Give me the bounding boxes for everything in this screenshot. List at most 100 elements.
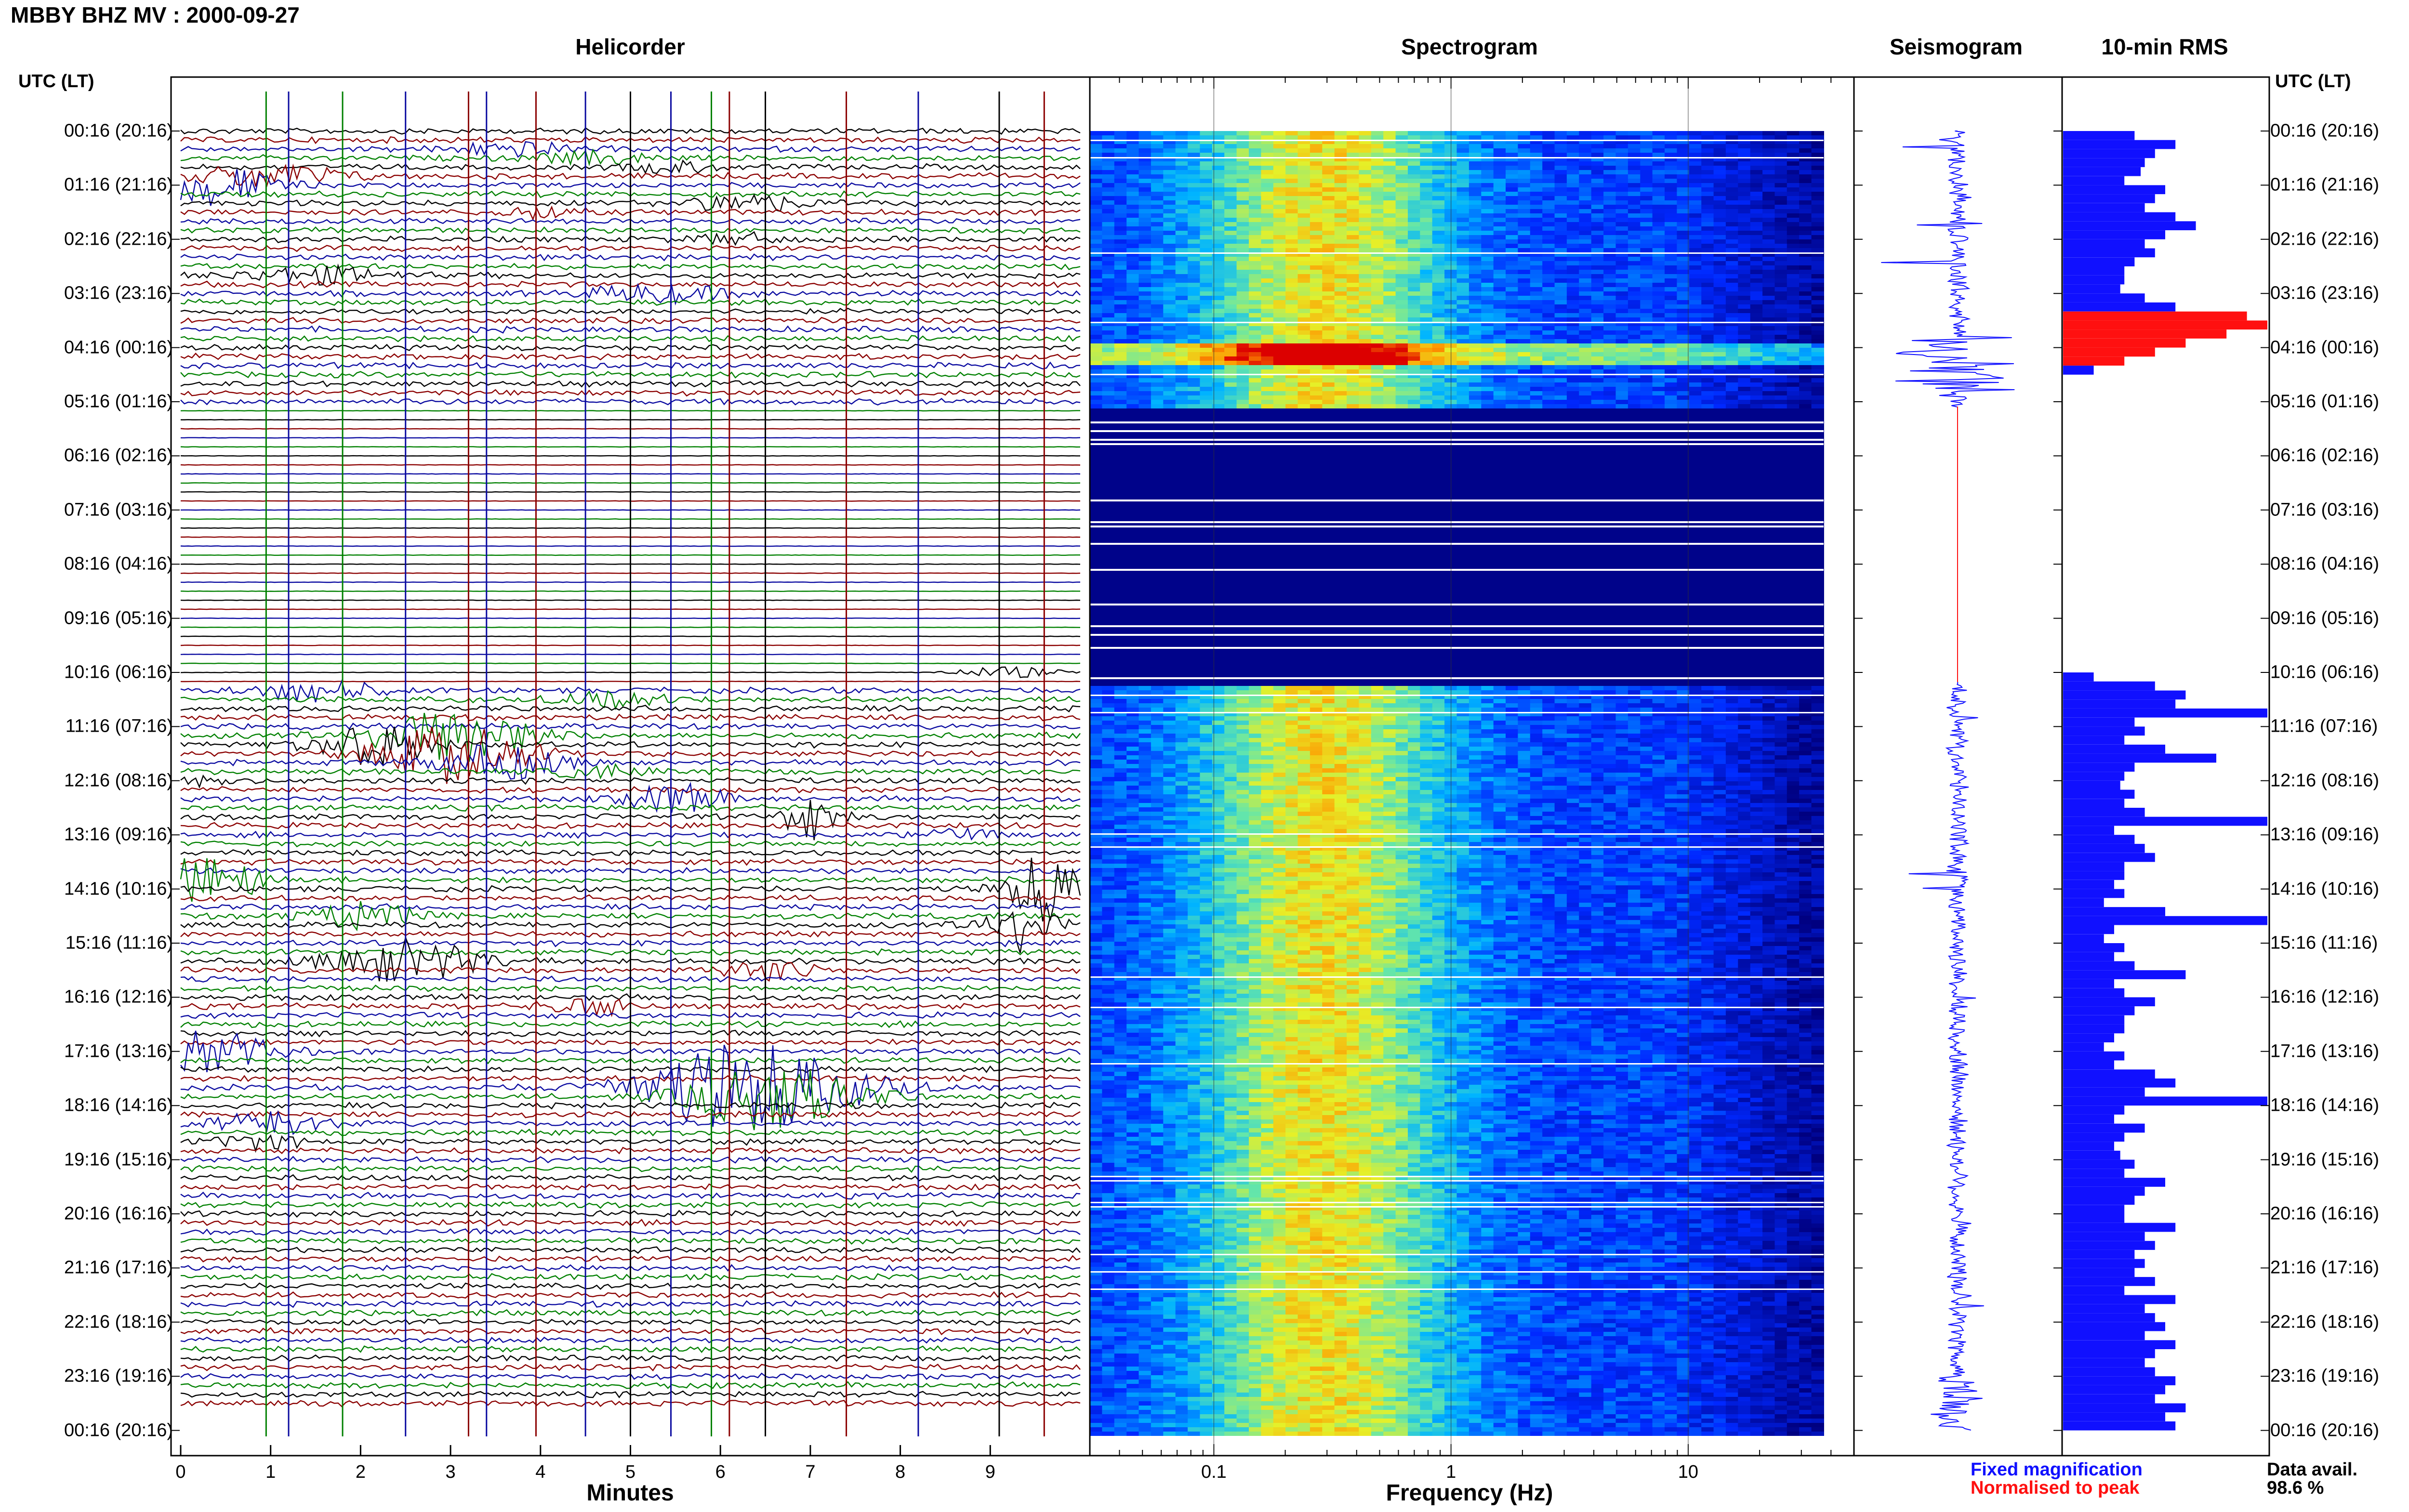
spectrogram-cell bbox=[1787, 222, 1800, 226]
spectrogram-cell bbox=[1297, 166, 1310, 170]
spectrogram-cell bbox=[1665, 200, 1678, 205]
spectrogram-cell bbox=[1811, 222, 1824, 226]
spectrogram-cell bbox=[1725, 183, 1739, 187]
spectrogram-cell bbox=[1738, 317, 1751, 322]
spectrogram-cell bbox=[1408, 257, 1421, 261]
spectrogram-cell bbox=[1701, 252, 1714, 257]
spectrogram-cell bbox=[1310, 313, 1323, 317]
spectrogram-cell bbox=[1762, 391, 1775, 395]
spectrogram-cell bbox=[1249, 426, 1262, 430]
spectrogram-cell bbox=[1212, 322, 1225, 326]
spectrogram-cell bbox=[1371, 339, 1384, 343]
spectrogram-cell bbox=[1566, 473, 1580, 478]
spectrogram-cell bbox=[1432, 174, 1445, 179]
spectrogram-cell bbox=[1200, 391, 1213, 395]
spectrogram-cell bbox=[1285, 226, 1298, 231]
spectrogram-cell bbox=[1334, 378, 1348, 382]
spectrogram-cell bbox=[1591, 274, 1604, 278]
spectrogram-cell bbox=[1750, 161, 1763, 166]
spectrogram-cell bbox=[1640, 170, 1653, 174]
spectrogram-cell bbox=[1322, 179, 1335, 183]
spectrogram-cell bbox=[1615, 443, 1628, 447]
spectrogram-cell bbox=[1126, 226, 1139, 231]
spectrogram-cell bbox=[1359, 469, 1372, 473]
spectrogram-cell bbox=[1188, 157, 1201, 161]
spectrogram-cell bbox=[1200, 309, 1213, 313]
spectrogram-cell bbox=[1102, 374, 1115, 378]
spectrogram-cell bbox=[1432, 239, 1445, 244]
spectrogram-cell bbox=[1163, 460, 1176, 465]
spectrogram-cell bbox=[1615, 421, 1628, 426]
spectrogram-cell bbox=[1310, 153, 1323, 157]
spectrogram-cell bbox=[1456, 426, 1469, 430]
spectrogram-cell bbox=[1224, 330, 1237, 335]
spectrogram-cell bbox=[1236, 417, 1249, 421]
spectrogram-cell bbox=[1249, 447, 1262, 452]
spectrogram-cell bbox=[1261, 456, 1274, 460]
spectrogram-cell bbox=[1799, 434, 1812, 439]
spectrogram-cell bbox=[1224, 192, 1237, 196]
spectrogram-cell bbox=[1591, 287, 1604, 291]
spectrogram-cell bbox=[1774, 365, 1787, 369]
spectrogram-cell bbox=[1750, 304, 1763, 309]
spectrogram-cell bbox=[1677, 261, 1690, 265]
spectrogram-cell bbox=[1408, 356, 1421, 361]
spectrogram-cell bbox=[1408, 365, 1421, 369]
spectrogram-cell bbox=[1750, 170, 1763, 174]
spectrogram-cell bbox=[1518, 443, 1531, 447]
spectrogram-cell bbox=[1383, 248, 1396, 252]
spectrogram-cell bbox=[1615, 417, 1628, 421]
spectrogram-cell bbox=[1701, 465, 1714, 469]
spectrogram-cell bbox=[1640, 226, 1653, 231]
spectrogram-cell bbox=[1297, 313, 1310, 317]
spectrogram-cell bbox=[1432, 244, 1445, 248]
spectrogram-cell bbox=[1615, 261, 1628, 265]
spectrogram-cell bbox=[1090, 248, 1103, 252]
spectrogram-cell bbox=[1603, 213, 1616, 218]
spectrogram-cell bbox=[1102, 421, 1115, 426]
spectrogram-cell bbox=[1297, 387, 1310, 391]
spectrogram-cell bbox=[1530, 365, 1543, 369]
spectrogram-cell bbox=[1493, 391, 1507, 395]
spectrogram-cell bbox=[1615, 218, 1628, 222]
spectrogram-cell bbox=[1200, 465, 1213, 469]
spectrogram-cell bbox=[1432, 192, 1445, 196]
spectrogram-cell bbox=[1285, 196, 1298, 200]
spectrogram-cell bbox=[1799, 304, 1812, 309]
spectrogram-cell bbox=[1762, 213, 1775, 218]
spectrogram-cell bbox=[1493, 187, 1507, 192]
spectrogram-cell bbox=[1554, 226, 1567, 231]
spectrogram-cell bbox=[1249, 218, 1262, 222]
spectrogram-cell bbox=[1383, 447, 1396, 452]
spectrogram-cell bbox=[1628, 426, 1641, 430]
spectrogram-cell bbox=[1689, 296, 1702, 300]
spectrogram-cell bbox=[1212, 187, 1225, 192]
spectrogram-cell bbox=[1224, 421, 1237, 426]
spectrogram-cell bbox=[1114, 313, 1127, 317]
spectrogram-cell bbox=[1347, 443, 1360, 447]
spectrogram-cell bbox=[1432, 439, 1445, 443]
spectrogram-cell bbox=[1297, 317, 1310, 322]
spectrogram-cell bbox=[1395, 408, 1408, 413]
spectrogram-cell bbox=[1603, 391, 1616, 395]
spectrogram-cell bbox=[1188, 378, 1201, 382]
spectrogram-cell bbox=[1224, 161, 1237, 166]
spectrogram-cell bbox=[1762, 330, 1775, 335]
spectrogram-cell bbox=[1774, 226, 1787, 231]
spectrogram-cell bbox=[1175, 183, 1189, 187]
spectrogram-cell bbox=[1554, 192, 1567, 196]
spectrogram-cell bbox=[1738, 140, 1751, 144]
spectrogram-cell bbox=[1138, 369, 1152, 374]
spectrogram-cell bbox=[1542, 174, 1555, 179]
spectrogram-cell bbox=[1542, 274, 1555, 278]
spectrogram-cell bbox=[1774, 417, 1787, 421]
spectrogram-cell bbox=[1395, 400, 1408, 404]
spectrogram-cell bbox=[1151, 343, 1164, 348]
spectrogram-cell bbox=[1811, 408, 1824, 413]
spectrogram-cell bbox=[1236, 148, 1249, 153]
spectrogram-cell bbox=[1359, 270, 1372, 274]
spectrogram-cell bbox=[1774, 170, 1787, 174]
spectrogram-cell bbox=[1371, 356, 1384, 361]
spectrogram-cell bbox=[1652, 270, 1665, 274]
spectrogram-cell bbox=[1175, 166, 1189, 170]
